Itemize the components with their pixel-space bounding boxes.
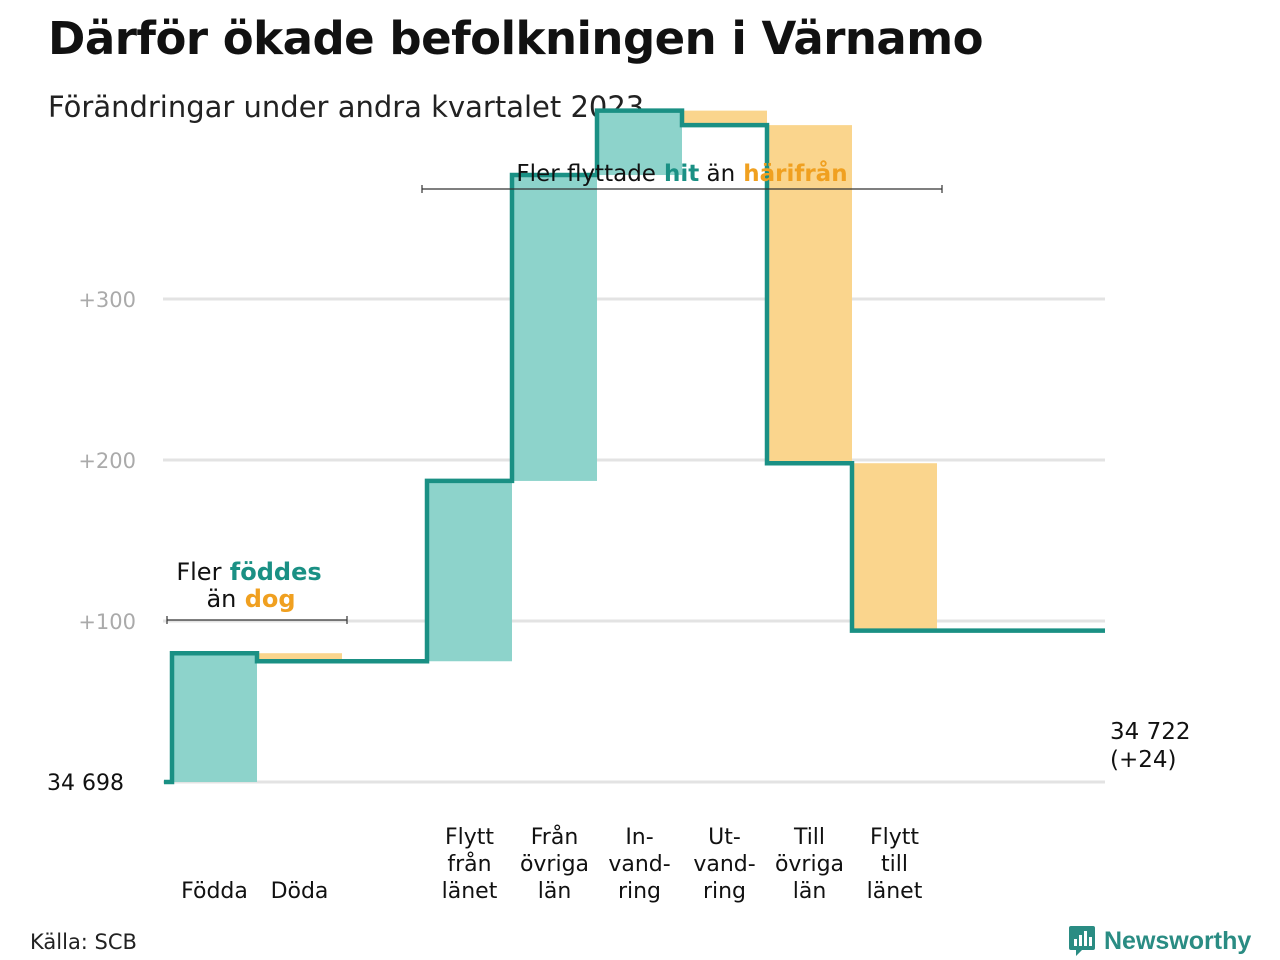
y-tick-label: +100 bbox=[78, 610, 136, 634]
y-tick-label: +300 bbox=[78, 288, 136, 312]
category-label: In- bbox=[625, 825, 653, 850]
migration-annotation: Fler flyttade hit än härifrån bbox=[516, 160, 847, 187]
waterfall-bar bbox=[512, 175, 597, 481]
category-label: Flytt bbox=[445, 825, 494, 850]
end-value-label: 34 722 bbox=[1110, 719, 1190, 745]
newsworthy-brand: Newsworthy bbox=[1068, 924, 1251, 958]
end-value-label: (+24) bbox=[1110, 747, 1176, 773]
category-label: vand- bbox=[693, 852, 755, 877]
waterfall-bar bbox=[767, 125, 852, 464]
category-label: övriga bbox=[775, 852, 844, 877]
category-label: övriga bbox=[520, 852, 589, 877]
chart-subtitle: Förändringar under andra kvartalet 2023 bbox=[48, 90, 645, 124]
brand-name: Newsworthy bbox=[1104, 926, 1252, 955]
category-label: Från bbox=[531, 824, 579, 850]
start-value-label: 34 698 bbox=[47, 771, 124, 796]
category-label: länet bbox=[442, 879, 498, 904]
births-annotation-line1: Fler föddes bbox=[176, 558, 321, 586]
waterfall-bar bbox=[172, 653, 257, 782]
waterfall-bar bbox=[597, 110, 682, 176]
chart-title: Därför ökade befolkningen i Värnamo bbox=[48, 12, 984, 65]
source-note: Källa: SCB bbox=[30, 930, 137, 954]
waterfall-bar bbox=[257, 653, 342, 662]
category-label: från bbox=[447, 851, 491, 877]
category-label: län bbox=[793, 879, 827, 904]
category-label: till bbox=[881, 852, 908, 877]
births-annotation-line2: än dog bbox=[206, 585, 295, 613]
category-label: Födda bbox=[181, 879, 248, 904]
category-label: Till bbox=[793, 825, 825, 850]
category-label: ring bbox=[703, 879, 746, 904]
y-tick-label: +200 bbox=[78, 449, 136, 473]
category-label: vand- bbox=[608, 852, 670, 877]
category-label: Flytt bbox=[870, 825, 919, 850]
category-label: län bbox=[538, 879, 572, 904]
waterfall-bar bbox=[852, 463, 937, 631]
category-label: ring bbox=[618, 879, 661, 904]
bar-chart-logo-icon bbox=[1069, 926, 1095, 956]
category-label: Döda bbox=[271, 879, 329, 904]
category-label: länet bbox=[867, 879, 923, 904]
waterfall-bar bbox=[682, 110, 767, 126]
cumulative-step-line bbox=[164, 108, 1105, 785]
waterfall-bar bbox=[427, 480, 512, 662]
category-label: Ut- bbox=[708, 825, 741, 850]
